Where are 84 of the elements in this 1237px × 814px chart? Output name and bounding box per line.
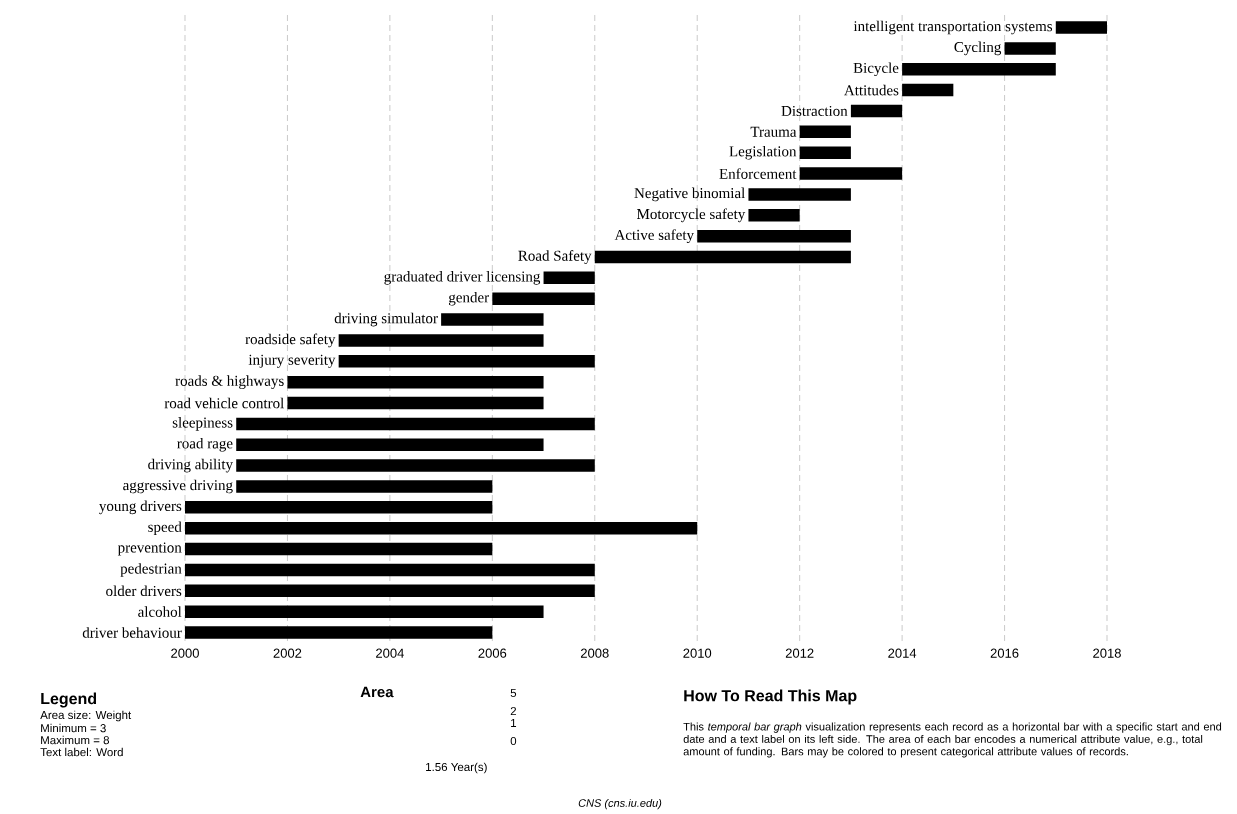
bar [185,542,493,556]
bar [236,417,595,431]
bar [799,167,903,180]
x-tick-label: 2004 [376,648,404,658]
y-tick-label: older drivers [106,585,182,597]
bar [236,459,595,472]
bar [287,375,544,389]
y-tick-label: Distraction [781,105,848,116]
x-tick-label: 2018 [1093,648,1121,658]
text: Maximum = 8 [41,735,110,745]
bar [902,62,1056,76]
y-tick-label: Negative binomial [634,187,745,202]
bar [287,396,544,410]
bar [236,438,544,452]
y-tick-label: intelligent transportation systems [853,20,1053,35]
bar [185,501,493,514]
y-tick-label: aggressive driving [123,479,233,494]
bar [338,355,595,368]
text: 5 [510,689,517,698]
y-tick-label: driver behaviour [82,627,182,638]
x-tick-label: 2000 [171,648,199,658]
y-tick-label: sleepiness [172,417,233,431]
text: CNS (cns.iu.edu) [578,798,662,810]
y-tick-label: young drivers [99,500,182,515]
text: Text label: Word [40,747,123,757]
y-tick-label: alcohol [138,606,182,617]
text: 1.56 Year(s) [426,762,487,774]
bar [594,250,851,264]
y-tick-label: prevention [117,542,182,556]
bar [748,209,800,222]
bar [902,83,954,97]
y-tick-label: road vehicle control [164,397,284,409]
x-tick-label: 2012 [785,648,814,658]
y-tick-label: Active safety [614,229,694,244]
y-tick-label: road rage [177,437,233,452]
bar [748,188,851,201]
text: Area [360,686,394,698]
y-tick-label: roadside safety [245,333,336,348]
bar [1055,21,1108,34]
bar [185,521,698,535]
bar [492,292,595,305]
y-tick-label: gender [448,291,490,306]
bar [185,563,595,577]
bar [441,313,544,326]
y-tick-label: Motorcycle safety [636,208,746,223]
bar [236,480,493,493]
bar [543,271,595,285]
text: This temporal bar graph visualization represents each record as a horizontal bar with a specific start and end date and a text label on its left side. The area of each bar encodes a numerical attribute value, e.g., total amount of funding. Bars may be colored to present categorical attribute values of records. [683,722,1222,758]
x-tick-label: 2010 [683,648,712,658]
bar [799,125,851,139]
x-tick-label: 2002 [273,648,302,658]
y-tick-label: graduated driver licensing [384,271,541,285]
text: 0 [510,736,517,746]
text: Legend [41,692,97,708]
text: How To Read This Map [684,689,857,705]
y-tick-label: Bicycle [853,62,899,77]
y-tick-label: pedestrian [120,563,182,577]
x-tick-label: 2008 [580,648,609,658]
x-tick-label: 2014 [888,648,917,658]
y-tick-label: injury severity [248,354,336,368]
y-tick-label: roads & highways [175,375,284,389]
bar [185,626,493,639]
y-tick-label: driving ability [148,458,233,473]
bar [850,104,903,118]
y-tick-label: Legislation [729,145,797,160]
y-tick-label: Enforcement [719,168,797,179]
y-tick-label: driving simulator [334,312,438,327]
bar [185,584,595,598]
bar [1004,42,1056,55]
y-tick-label: Cycling [954,41,1002,56]
y-tick-label: speed [148,521,182,535]
y-tick-label: Road Safety [518,250,592,264]
y-tick-label: Attitudes [844,84,899,96]
text: 2 [510,706,517,716]
x-tick-label: 2006 [478,648,507,658]
y-tick-label: Trauma [750,126,797,137]
bar [697,229,851,243]
bar [338,334,544,347]
text: Minimum = 3 [41,723,106,733]
text: Area size: Weight [40,710,132,722]
text: 1 [511,719,517,727]
bar [185,605,544,618]
x-tick-label: 2016 [990,648,1019,658]
bar [799,146,851,159]
